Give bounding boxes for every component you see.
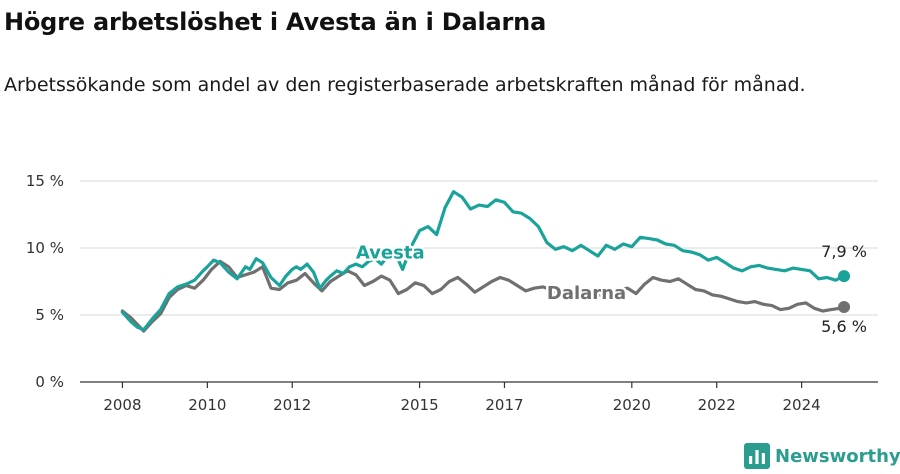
x-tick-label: 2010 — [188, 396, 226, 414]
y-tick-label: 0 % — [35, 373, 64, 391]
chart-title: Högre arbetslöshet i Avesta än i Dalarna — [4, 8, 547, 36]
brand-name: Newsworthy — [775, 445, 900, 467]
x-tick-label: 2022 — [698, 396, 736, 414]
y-tick-label: 10 % — [26, 239, 64, 257]
end-point-dalarna — [838, 300, 851, 313]
end-value-label-dalarna: 5,6 % — [821, 317, 867, 336]
x-tick-label: 2012 — [273, 396, 311, 414]
series-line-avesta — [120, 190, 846, 332]
x-tick-label: 2017 — [485, 396, 523, 414]
series-label-dalarna: Dalarna — [547, 283, 626, 304]
chart-subtitle: Arbetssökande som andel av den registerb… — [4, 74, 806, 96]
brand[interactable]: Newsworthy — [744, 442, 900, 470]
x-tick-label: 2020 — [613, 396, 651, 414]
y-tick-label: 15 % — [26, 172, 64, 190]
series-label-avesta: Avesta — [356, 243, 425, 264]
x-tick-label: 2024 — [783, 396, 821, 414]
newsworthy-logo-icon — [744, 443, 770, 469]
x-tick-label: 2015 — [400, 396, 438, 414]
end-value-label-avesta: 7,9 % — [821, 242, 867, 261]
end-point-avesta — [838, 270, 851, 283]
y-tick-label: 5 % — [35, 306, 64, 324]
x-tick-label: 2008 — [103, 396, 141, 414]
